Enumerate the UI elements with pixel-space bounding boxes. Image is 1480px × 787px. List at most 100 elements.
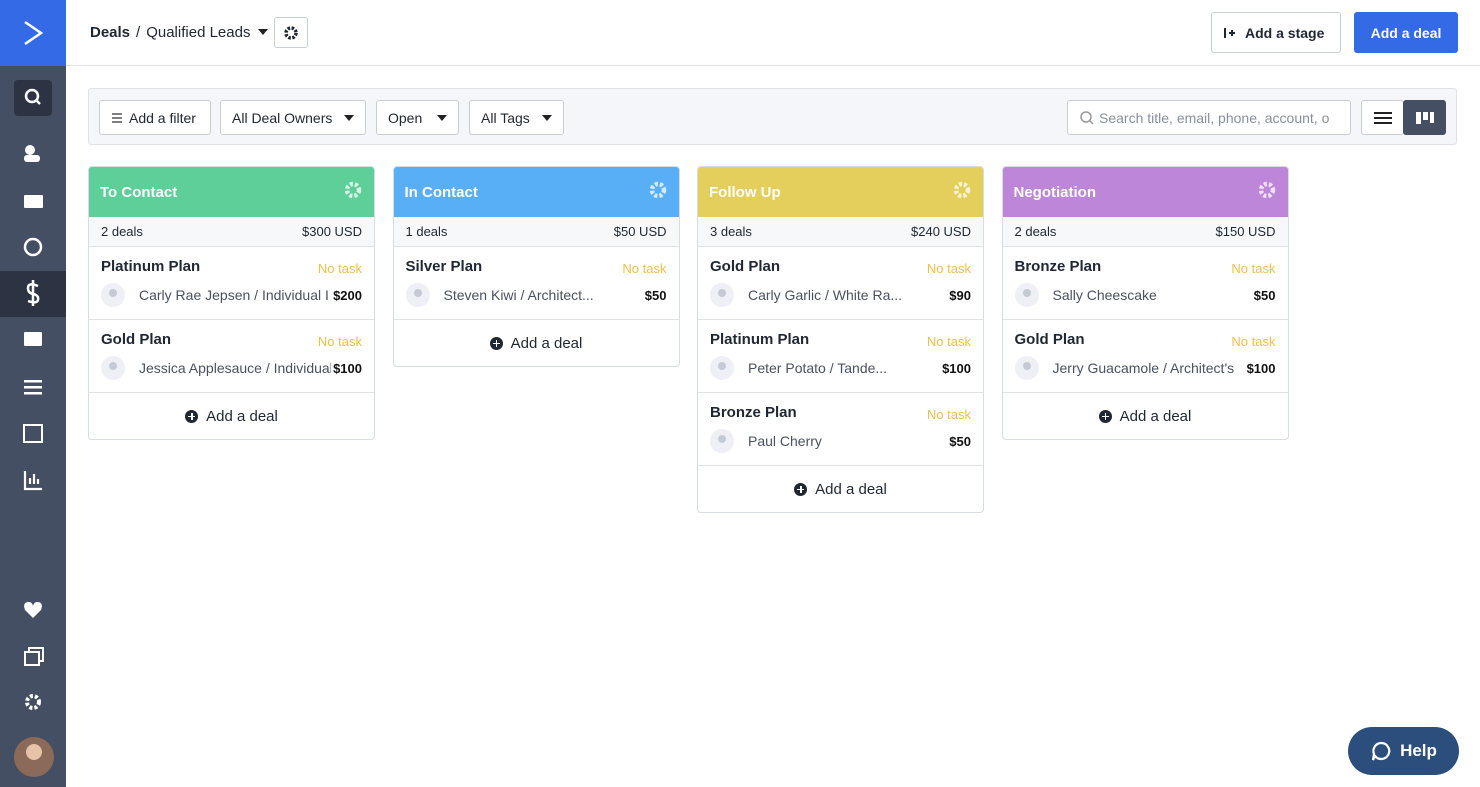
pipeline-settings[interactable]: [274, 17, 308, 48]
add-deal-label: Add a deal: [206, 407, 278, 425]
deal-value: $100: [942, 360, 971, 376]
deal-title: Gold Plan: [710, 258, 781, 275]
deal-card[interactable]: Platinum Plan No task Carly Rae Jepsen / I…: [89, 247, 374, 320]
deal-card[interactable]: Gold Plan No task Jessica Applesauce / Ind…: [89, 320, 374, 393]
deal-task: No task: [926, 334, 971, 349]
stage-settings[interactable]: [952, 180, 972, 204]
contact-name: Jessica Applesauce / Individual: [139, 360, 332, 376]
deal-count: 2 deals: [1014, 224, 1057, 239]
deal-task: No task: [926, 407, 971, 422]
deal-value: $50: [644, 287, 667, 303]
deal-title: Silver Plan: [405, 258, 483, 275]
deal-value: $50: [949, 433, 971, 449]
deal-count: 3 deals: [710, 224, 752, 239]
deal-contact-row: Steven Kiwi / Architect... $50: [405, 283, 667, 307]
add-deal[interactable]: Add a deal: [698, 466, 983, 512]
stage-total: $150 USD: [1215, 224, 1276, 239]
deal-title: Gold Plan: [1014, 331, 1085, 348]
contact-avatar: [710, 356, 734, 380]
add-deal[interactable]: Add a deal: [89, 393, 374, 439]
deal-title: Platinum Plan: [710, 331, 810, 348]
deal-task: No task: [317, 261, 362, 276]
list-icon: [1373, 111, 1392, 124]
stage-name: In Contact: [404, 183, 478, 201]
gear-icon: [953, 181, 971, 199]
deal-task: No task: [926, 261, 971, 276]
add-deal-label: Add a deal: [815, 480, 887, 498]
stage-header: To Contact: [89, 167, 374, 217]
deal-card[interactable]: Silver Plan No task Steven Kiwi / Architec…: [393, 247, 679, 320]
add-deal-button[interactable]: Add a deal: [1354, 12, 1458, 53]
deal-task: No task: [1231, 261, 1276, 276]
add-deal-label: Add a deal: [1119, 407, 1192, 425]
contact-avatar: [710, 429, 734, 453]
stage-settings[interactable]: [648, 180, 668, 204]
breadcrumb-separator: /: [136, 24, 141, 41]
filter-icon: [112, 112, 122, 123]
deal-card[interactable]: Bronze Plan No task Paul Cherry $50: [698, 393, 983, 466]
add-filter-label: Add a filter: [129, 109, 196, 126]
deal-card[interactable]: Gold Plan No task Jerry Guacamole / Archit…: [1002, 320, 1288, 393]
stage-header: In Contact: [393, 167, 679, 217]
deal-title: Gold Plan: [101, 331, 172, 348]
deal-card[interactable]: Gold Plan No task Carly Garlic / White Ra.…: [698, 247, 983, 320]
gear-icon: [649, 181, 666, 199]
owners-dropdown[interactable]: All Deal Owners: [220, 100, 366, 135]
deal-value: $90: [949, 287, 971, 303]
stage-column: To Contact 2 deals $300 USD Platinum Plan No…: [88, 166, 375, 440]
stage-settings[interactable]: [1257, 180, 1277, 204]
stage-total: $300 USD: [302, 224, 362, 239]
deal-count: 2 deals: [101, 224, 143, 239]
filter-bar: Add a filter All Deal Owners Open All Ta…: [88, 88, 1457, 145]
stage-column: Follow Up 3 deals $240 USD Gold Plan No task…: [697, 166, 984, 513]
stage-name: To Contact: [100, 183, 178, 201]
gear-icon: [284, 25, 298, 40]
stage-header: Follow Up: [698, 167, 983, 217]
deal-contact-row: Paul Cherry $50: [710, 429, 971, 453]
stage-column: Negotiation 2 deals $150 USD Bronze Plan No …: [1001, 166, 1289, 440]
gear-icon: [1258, 181, 1275, 199]
contact-name: Peter Potato / Tande...: [748, 360, 888, 376]
deal-title: Platinum Plan: [101, 258, 201, 275]
logo[interactable]: [0, 0, 66, 66]
contact-name: Carly Garlic / White Ra...: [748, 287, 903, 303]
deal-count: 1 deals: [405, 224, 448, 239]
stage-name: Negotiation: [1013, 183, 1097, 201]
contact-avatar: [710, 283, 734, 307]
contact-avatar: [101, 283, 125, 307]
deal-card[interactable]: Bronze Plan No task Sally Cheescake $50: [1002, 247, 1288, 320]
add-deal[interactable]: Add a deal: [394, 320, 679, 366]
plus-icon: [1098, 409, 1112, 423]
add-stage-button[interactable]: Add a stage: [1211, 12, 1341, 53]
deal-card[interactable]: Platinum Plan No task Peter Potato / Tande…: [698, 320, 983, 393]
add-deal[interactable]: Add a deal: [1003, 393, 1288, 439]
stage-total: $50 USD: [613, 224, 667, 239]
contact-name: Sally Cheescake: [1052, 287, 1157, 303]
nav-icons[interactable]: [0, 66, 66, 787]
status-dropdown[interactable]: Open: [376, 100, 459, 135]
deal-task: No task: [1231, 334, 1276, 349]
plus-icon: [489, 336, 503, 350]
board-view-toggle[interactable]: [1403, 100, 1446, 135]
add-stage-icon: [1224, 27, 1235, 38]
stage-header: Negotiation: [1002, 167, 1288, 217]
help-button[interactable]: Help: [1348, 727, 1459, 775]
add-deal-label: Add a deal: [510, 334, 583, 352]
search-placeholder: Search title, email, phone, account, o: [1099, 109, 1330, 126]
contact-name: Jerry Guacamole / Architect's: [1052, 360, 1235, 376]
list-view-toggle[interactable]: [1361, 100, 1404, 135]
add-filter-button[interactable]: Add a filter: [99, 100, 211, 135]
pipeline-dropdown[interactable]: Qualified Leads: [146, 24, 268, 41]
tags-dropdown[interactable]: All Tags: [469, 100, 564, 135]
breadcrumb: Deals / Qualified Leads: [90, 24, 268, 41]
deal-value: $50: [1253, 287, 1276, 303]
deal-title: Bronze Plan: [710, 404, 797, 421]
add-stage-label: Add a stage: [1245, 24, 1325, 41]
search-input[interactable]: Search title, email, phone, account, o: [1067, 100, 1351, 135]
stage-summary: 3 deals $240 USD: [698, 217, 983, 247]
breadcrumb-root[interactable]: Deals: [90, 24, 131, 41]
stage-settings[interactable]: [343, 180, 363, 204]
deal-contact-row: Carly Garlic / White Ra... $90: [710, 283, 971, 307]
contact-avatar: [405, 283, 430, 307]
